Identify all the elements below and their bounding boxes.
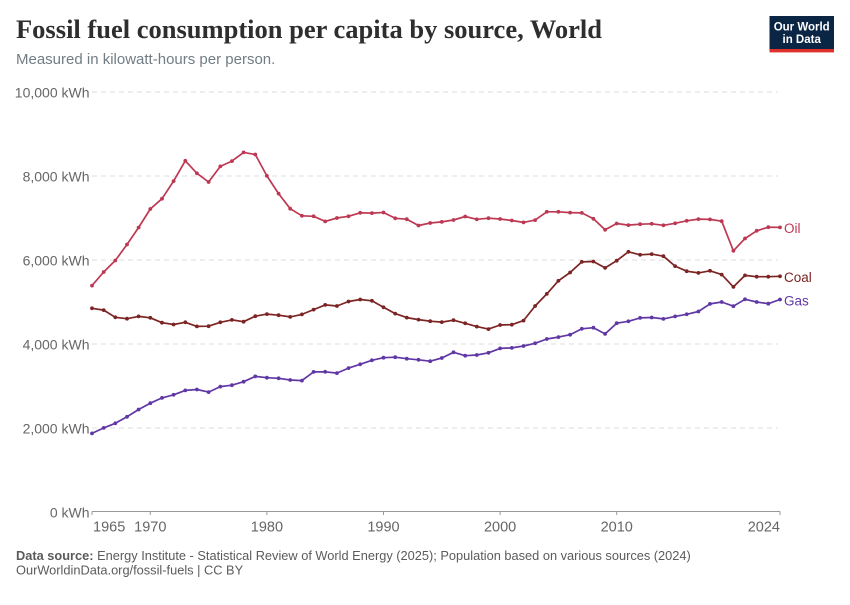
svg-text:2010: 2010 [601, 520, 633, 536]
svg-text:2,000 kWh: 2,000 kWh [23, 420, 90, 436]
svg-text:Gas: Gas [784, 294, 809, 309]
svg-text:in Data: in Data [783, 34, 822, 46]
svg-text:2024: 2024 [748, 520, 780, 536]
svg-text:Measured in kilowatt-hours per: Measured in kilowatt-hours per person. [16, 51, 275, 68]
svg-text:8,000 kWh: 8,000 kWh [23, 168, 90, 184]
svg-text:Data source: Energy Institute: Data source: Energy Institute - Statisti… [16, 548, 691, 563]
svg-text:Fossil fuel consumption per ca: Fossil fuel consumption per capita by so… [16, 14, 602, 44]
svg-text:1970: 1970 [134, 520, 166, 536]
svg-text:1990: 1990 [367, 520, 399, 536]
svg-text:1965: 1965 [93, 520, 125, 536]
svg-text:2000: 2000 [484, 520, 516, 536]
svg-text:0 kWh: 0 kWh [50, 504, 90, 520]
svg-text:1980: 1980 [251, 520, 283, 536]
svg-text:Our World: Our World [774, 22, 830, 34]
svg-text:4,000 kWh: 4,000 kWh [23, 336, 90, 352]
svg-text:Coal: Coal [784, 270, 812, 285]
svg-text:10,000 kWh: 10,000 kWh [15, 84, 90, 100]
svg-text:6,000 kWh: 6,000 kWh [23, 252, 90, 268]
svg-text:OurWorldinData.org/fossil-fuel: OurWorldinData.org/fossil-fuels | CC BY [16, 563, 244, 578]
svg-text:Oil: Oil [784, 221, 801, 236]
